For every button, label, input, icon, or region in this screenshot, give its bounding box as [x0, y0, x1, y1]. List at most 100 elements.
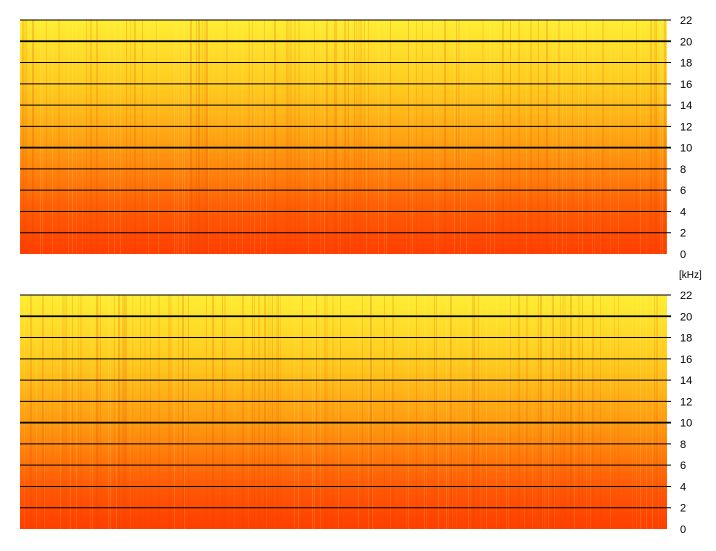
- texture-stripe: [290, 20, 292, 254]
- texture-stripe: [174, 295, 175, 529]
- texture-stripe: [406, 20, 407, 254]
- texture-stripe: [266, 20, 267, 254]
- texture-stripe: [360, 20, 362, 254]
- texture-stripe: [228, 20, 229, 254]
- tick-label-12: 12: [680, 396, 692, 408]
- texture-stripe: [326, 20, 328, 254]
- texture-stripe: [96, 295, 98, 529]
- tick-label-16: 16: [680, 79, 692, 91]
- texture-stripe: [578, 295, 580, 529]
- texture-stripe: [556, 20, 557, 254]
- texture-stripe: [646, 295, 647, 529]
- texture-stripe: [126, 295, 127, 529]
- tick-label-20: 20: [680, 311, 692, 323]
- texture-stripe: [350, 20, 351, 254]
- texture-stripe: [280, 295, 281, 529]
- texture-stripe: [140, 295, 141, 529]
- texture-stripe: [524, 295, 525, 529]
- texture-stripe: [144, 295, 146, 529]
- texture-stripe: [526, 20, 527, 254]
- texture-stripe: [408, 20, 409, 254]
- texture-stripe: [120, 20, 121, 254]
- texture-stripe: [480, 295, 481, 529]
- texture-stripe: [426, 295, 427, 529]
- texture-stripe: [314, 295, 315, 529]
- texture-stripe: [132, 295, 133, 529]
- texture-stripe: [196, 20, 197, 254]
- texture-stripe: [314, 20, 315, 254]
- tick-label-2: 2: [680, 503, 686, 515]
- stripes-top: [22, 20, 667, 254]
- texture-stripe: [168, 295, 170, 529]
- texture-stripe: [366, 20, 367, 254]
- texture-stripe: [52, 20, 53, 254]
- texture-stripe: [64, 295, 66, 529]
- texture-stripe: [80, 295, 82, 529]
- texture-stripe: [188, 295, 189, 529]
- texture-stripe: [320, 20, 321, 254]
- texture-stripe: [506, 295, 507, 529]
- texture-stripe: [242, 20, 243, 254]
- texture-stripe: [62, 295, 64, 529]
- texture-stripe: [610, 20, 611, 254]
- texture-stripe: [438, 20, 439, 254]
- texture-stripe: [250, 20, 251, 254]
- texture-stripe: [344, 20, 346, 254]
- texture-stripe: [384, 20, 385, 254]
- texture-stripe: [124, 295, 126, 529]
- texture-stripe: [288, 20, 290, 254]
- texture-stripe: [444, 20, 446, 254]
- texture-stripe: [270, 295, 271, 529]
- texture-stripe: [662, 20, 663, 254]
- tick-label-8: 8: [680, 439, 686, 451]
- texture-stripe: [572, 20, 573, 254]
- texture-stripe: [434, 295, 435, 529]
- texture-stripe: [148, 20, 149, 254]
- texture-stripe: [660, 20, 661, 254]
- texture-stripe: [474, 295, 475, 529]
- texture-stripe: [32, 20, 34, 254]
- ticks-top: 0 2 4 6 8 10 12 14 16 18 20 22: [680, 15, 692, 261]
- texture-stripe: [340, 20, 341, 254]
- texture-stripe: [170, 295, 172, 529]
- texture-stripe: [114, 295, 115, 529]
- texture-stripe: [222, 295, 223, 529]
- texture-stripe: [582, 20, 583, 254]
- texture-stripe: [100, 295, 101, 529]
- texture-stripe: [150, 295, 151, 529]
- texture-stripe: [586, 20, 587, 254]
- texture-stripe: [552, 20, 553, 254]
- texture-stripe: [540, 295, 542, 529]
- texture-stripe: [24, 295, 25, 529]
- texture-stripe: [90, 20, 92, 254]
- texture-stripe: [602, 20, 604, 254]
- texture-stripe: [408, 295, 409, 529]
- texture-stripe: [272, 295, 273, 529]
- texture-stripe: [254, 295, 255, 529]
- texture-stripe: [562, 20, 563, 254]
- texture-stripe: [226, 20, 228, 254]
- texture-stripe: [494, 20, 495, 254]
- texture-stripe: [362, 295, 363, 529]
- texture-stripe: [410, 20, 411, 254]
- texture-stripe: [386, 20, 387, 254]
- spectrogram-top: 0 2 4 6 8 10 12 14 16 18 20 22: [20, 15, 692, 261]
- texture-stripe: [252, 20, 253, 254]
- texture-stripe: [364, 20, 365, 254]
- texture-stripe: [76, 20, 77, 254]
- tick-label-22: 22: [680, 290, 692, 302]
- texture-stripe: [294, 295, 295, 529]
- texture-stripe: [518, 295, 520, 529]
- tick-label-16: 16: [680, 354, 692, 366]
- texture-stripe: [632, 295, 633, 529]
- texture-stripe: [482, 20, 484, 254]
- axis-unit-label: [kHz]: [679, 270, 702, 281]
- texture-stripe: [510, 295, 511, 529]
- texture-stripe: [158, 295, 160, 529]
- texture-stripe: [614, 295, 615, 529]
- texture-stripe: [298, 295, 299, 529]
- texture-stripe: [316, 295, 317, 529]
- texture-stripe: [264, 20, 265, 254]
- tick-label-22: 22: [680, 15, 692, 27]
- tick-label-4: 4: [680, 481, 686, 493]
